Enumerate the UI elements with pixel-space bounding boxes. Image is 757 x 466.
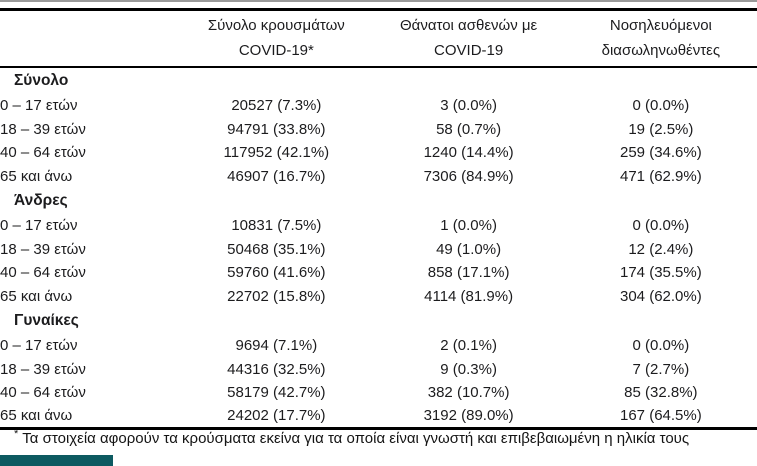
deaths-value: 858 (17.1%) bbox=[427, 264, 510, 282]
col-header-intubated-line2: διασωληνωθέντες bbox=[601, 42, 721, 59]
age-group-label: 65 και άνω bbox=[0, 407, 73, 424]
col-header-deaths-line1: Θάνατοι ασθενών με bbox=[399, 17, 538, 34]
age-group-label: 0 – 17 ετών bbox=[0, 97, 78, 115]
intubated-value: 0 (0.0%) bbox=[632, 337, 690, 355]
footnote-text: Τα στοιχεία αφορούν τα κρούσματα εκείνα … bbox=[22, 430, 690, 447]
total-cases-value: 10831 (7.5%) bbox=[231, 217, 322, 235]
intubated-value: 259 (34.6%) bbox=[620, 144, 702, 162]
section-header-row: Σύνολο bbox=[0, 67, 757, 94]
table-header: Σύνολο κρουσμάτων COVID-19* Θάνατοι ασθε… bbox=[0, 9, 757, 68]
table-row: 40 – 64 ετών 58179 (42.7%) 382 (10.7%) 85 (… bbox=[0, 381, 757, 405]
total-cases-value: 94791 (33.8%) bbox=[227, 120, 326, 138]
section-header-label: Σύνολο bbox=[14, 72, 69, 89]
footnote-asterisk: * bbox=[14, 428, 19, 440]
intubated-value: 7 (2.7%) bbox=[632, 360, 690, 378]
section-header-label: Γυναίκες bbox=[14, 312, 79, 329]
total-cases-value: 46907 (16.7%) bbox=[227, 167, 326, 185]
intubated-value: 471 (62.9%) bbox=[620, 167, 702, 185]
intubated-value: 0 (0.0%) bbox=[632, 97, 690, 115]
deaths-value: 382 (10.7%) bbox=[427, 384, 510, 402]
intubated-value: 174 (35.5%) bbox=[620, 264, 702, 282]
table-row: 40 – 64 ετών 59760 (41.6%) 858 (17.1%) 174 … bbox=[0, 261, 757, 285]
age-group-label: 0 – 17 ετών bbox=[0, 217, 78, 235]
total-cases-value: 22702 (15.8%) bbox=[227, 287, 326, 305]
intubated-value: 304 (62.0%) bbox=[620, 287, 702, 305]
age-group-label: 40 – 64 ετών bbox=[0, 144, 86, 162]
empty-header-cell bbox=[0, 10, 180, 68]
deaths-value: 4114 (81.9%) bbox=[424, 287, 514, 305]
age-group-label: 65 και άνω bbox=[0, 167, 73, 185]
table-body: Σύνολο 0 – 17 ετών 20527 (7.3%) 3 (0.0%) 0 (… bbox=[0, 67, 757, 428]
deaths-value: 1 (0.0%) bbox=[440, 217, 497, 235]
intubated-value: 167 (64.5%) bbox=[620, 407, 702, 424]
table-row: 18 – 39 ετών 44316 (32.5%) 9 (0.3%) 7 (2.7%… bbox=[0, 358, 757, 382]
age-group-label: 18 – 39 ετών bbox=[0, 360, 86, 378]
intubated-value: 0 (0.0%) bbox=[632, 217, 690, 235]
section-header-label: Άνδρες bbox=[14, 192, 68, 209]
age-group-label: 40 – 64 ετών bbox=[0, 384, 86, 402]
col-header-intubated: Νοσηλευόμενοι διασωληνωθέντες bbox=[565, 10, 757, 68]
col-header-total-cases: Σύνολο κρουσμάτων COVID-19* bbox=[180, 10, 372, 68]
col-header-total-cases-line2: COVID-19* bbox=[238, 42, 314, 59]
age-group-label: 18 – 39 ετών bbox=[0, 240, 86, 258]
page-top-divider bbox=[0, 0, 757, 2]
intubated-value: 85 (32.8%) bbox=[624, 384, 698, 402]
deaths-value: 7306 (84.9%) bbox=[423, 167, 514, 185]
age-group-label: 40 – 64 ετών bbox=[0, 264, 86, 282]
section-header-row: Άνδρες bbox=[0, 188, 757, 214]
table-row: 18 – 39 ετών 94791 (33.8%) 58 (0.7%) 19 (2.… bbox=[0, 118, 757, 142]
deaths-value: 58 (0.7%) bbox=[436, 120, 502, 138]
total-cases-value: 20527 (7.3%) bbox=[231, 97, 322, 115]
table-row: 65 και άνω 46907 (16.7%) 7306 (84.9%) 471 (… bbox=[0, 165, 757, 189]
footnote: * Τα στοιχεία αφορούν τα κρούσματα εκείνα… bbox=[14, 424, 749, 449]
table-row: 18 – 39 ετών 50468 (35.1%) 49 (1.0%) 12 (2.… bbox=[0, 238, 757, 262]
total-cases-value: 9694 (7.1%) bbox=[235, 337, 318, 355]
intubated-value: 19 (2.5%) bbox=[628, 120, 694, 138]
col-header-total-cases-line1: Σύνολο κρουσμάτων bbox=[207, 17, 345, 34]
covid-age-statistics-table: Σύνολο κρουσμάτων COVID-19* Θάνατοι ασθε… bbox=[0, 8, 757, 430]
deaths-value: 49 (1.0%) bbox=[436, 240, 502, 258]
age-group-label: 0 – 17 ετών bbox=[0, 337, 78, 355]
total-cases-value: 117952 (42.1%) bbox=[223, 144, 330, 162]
col-header-intubated-line1: Νοσηλευόμενοι bbox=[609, 17, 712, 34]
total-cases-value: 24202 (17.7%) bbox=[227, 407, 326, 424]
total-cases-value: 44316 (32.5%) bbox=[227, 360, 326, 378]
deaths-value: 3 (0.0%) bbox=[440, 97, 497, 115]
col-header-deaths: Θάνατοι ασθενών με COVID-19 bbox=[372, 10, 564, 68]
table-row: 65 και άνω 24202 (17.7%) 3192 (89.0%) 167 (… bbox=[0, 405, 757, 429]
table-row: 40 – 64 ετών 117952 (42.1%) 1240 (14.4%) 25… bbox=[0, 141, 757, 165]
total-cases-value: 50468 (35.1%) bbox=[227, 240, 326, 258]
deaths-value: 9 (0.3%) bbox=[440, 360, 497, 378]
col-header-deaths-line2: COVID-19 bbox=[434, 42, 504, 59]
age-group-label: 65 και άνω bbox=[0, 287, 73, 305]
section-header-row: Γυναίκες bbox=[0, 308, 757, 334]
table-row: 65 και άνω 22702 (15.8%) 4114 (81.9%) 304 (… bbox=[0, 285, 757, 309]
total-cases-value: 58179 (42.7%) bbox=[227, 384, 326, 402]
deaths-value: 1240 (14.4%) bbox=[423, 144, 514, 162]
table-row: 0 – 17 ετών 20527 (7.3%) 3 (0.0%) 0 (0.0%) bbox=[0, 94, 757, 118]
deaths-value: 3192 (89.0%) bbox=[423, 407, 514, 424]
total-cases-value: 59760 (41.6%) bbox=[227, 264, 326, 282]
table-row: 0 – 17 ετών 9694 (7.1%) 2 (0.1%) 0 (0.0%) bbox=[0, 334, 757, 358]
table-row: 0 – 17 ετών 10831 (7.5%) 1 (0.0%) 0 (0.0%) bbox=[0, 214, 757, 238]
age-group-label: 18 – 39 ετών bbox=[0, 120, 86, 138]
teal-accent-bar bbox=[0, 455, 113, 466]
deaths-value: 2 (0.1%) bbox=[440, 337, 497, 355]
intubated-value: 12 (2.4%) bbox=[628, 240, 694, 258]
